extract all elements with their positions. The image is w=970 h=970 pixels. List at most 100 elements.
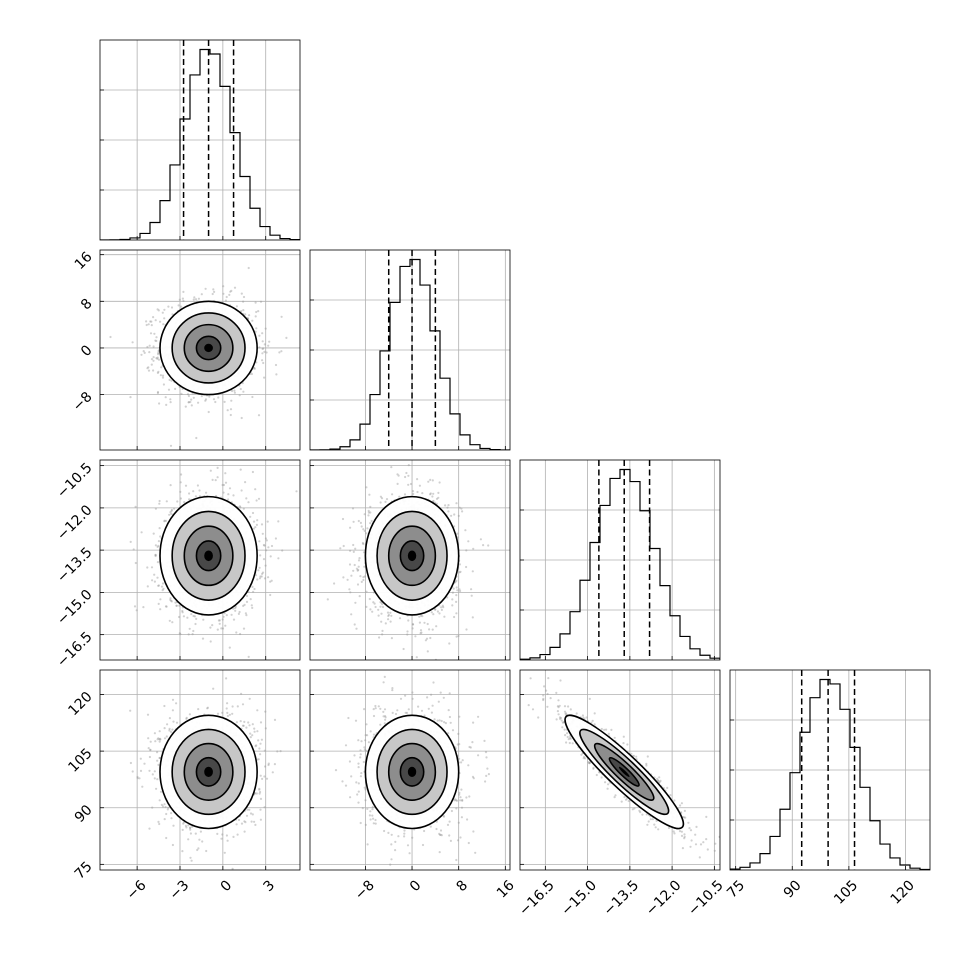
scatter-point: [355, 627, 358, 630]
contour-level-0: [195, 335, 222, 361]
scatter-point: [242, 604, 245, 608]
histogram-1: [310, 258, 510, 450]
scatter-point: [161, 311, 164, 314]
scatter-point: [170, 379, 173, 382]
scatter-point: [352, 520, 355, 523]
scatter-point: [218, 619, 221, 622]
scatter-point: [187, 633, 190, 636]
scatter-point: [352, 550, 355, 554]
scatter-point: [333, 582, 336, 585]
scatter-point: [479, 538, 482, 541]
scatter-point: [182, 290, 185, 293]
scatter-point: [221, 483, 224, 487]
scatter-point: [374, 605, 377, 609]
scatter-point: [365, 605, 368, 609]
scatter-point: [228, 646, 231, 649]
scatter-point: [261, 347, 264, 350]
scatter-point: [163, 308, 166, 311]
scatter-point: [232, 494, 235, 497]
scatter-point: [458, 506, 461, 509]
scatter-point: [396, 473, 399, 476]
scatter-point: [155, 339, 158, 343]
scatter-point: [261, 332, 264, 335]
scatter-point: [164, 605, 168, 608]
scatter-point: [362, 542, 365, 546]
scatter-point: [418, 621, 421, 624]
scatter-point: [447, 510, 450, 513]
contour-level-1: [183, 525, 234, 587]
contour-level-1: [183, 323, 234, 373]
scatter-point: [158, 402, 161, 405]
scatter-point: [229, 290, 232, 293]
scatter-point: [274, 537, 277, 540]
scatter-point: [151, 579, 154, 582]
scatter-point: [159, 374, 162, 377]
scatter-point: [224, 481, 228, 484]
scatter-point: [446, 506, 449, 509]
panel-content: [520, 460, 720, 660]
scatter-point: [459, 570, 462, 573]
scatter-point: [434, 608, 437, 611]
scatter-point: [249, 515, 252, 518]
scatter-point: [168, 717, 171, 720]
y-tick-label: −8: [70, 389, 96, 415]
scatter-point: [157, 358, 161, 361]
scatter-point: [285, 336, 288, 339]
scatter-point: [188, 492, 191, 495]
scatter-point: [253, 587, 256, 591]
scatter-point: [455, 502, 458, 505]
scatter-point: [165, 735, 168, 738]
scatter-point: [465, 628, 468, 631]
scatter-point: [154, 554, 157, 558]
scatter-point: [184, 484, 188, 487]
scatter-point: [169, 510, 172, 514]
scatter-point: [339, 547, 342, 550]
scatter-point: [251, 606, 254, 610]
scatter-point: [231, 389, 234, 393]
scatter-point: [263, 343, 266, 346]
scatter-point: [226, 702, 229, 705]
scatter-point: [146, 713, 150, 716]
scatter-point: [153, 573, 156, 576]
scatter-point: [253, 367, 256, 370]
scatter-point: [259, 554, 262, 557]
scatter-point: [156, 576, 159, 579]
scatter-point: [456, 532, 459, 535]
scatter-point: [430, 611, 433, 614]
scatter-point: [156, 357, 159, 360]
scatter-point: [146, 345, 149, 349]
scatter-point: [170, 600, 173, 603]
scatter-point: [208, 395, 211, 398]
scatter-point: [169, 597, 172, 600]
scatter-point: [248, 808, 251, 811]
scatter-point: [261, 532, 264, 535]
scatter-point: [254, 526, 257, 529]
scatter-point: [245, 600, 249, 604]
scatter-point: [432, 492, 435, 495]
scatter-point: [251, 395, 254, 399]
scatter-point: [153, 332, 156, 335]
scatter-point: [435, 497, 439, 500]
scatter-point: [435, 625, 438, 628]
scatter-point: [416, 478, 419, 481]
scatter-point: [269, 593, 272, 597]
scatter-point: [205, 491, 208, 494]
scatter-point: [194, 298, 198, 301]
scatter-point: [168, 513, 171, 516]
scatter-point: [386, 611, 390, 614]
scatter-point: [157, 584, 160, 587]
scatter-point: [262, 543, 265, 547]
scatter-point: [169, 730, 173, 734]
scatter-point: [346, 578, 349, 581]
scatter-point: [160, 366, 163, 369]
scatter-point: [222, 491, 225, 494]
scatter-point: [187, 401, 190, 404]
scatter-point: [379, 605, 382, 608]
scatter-point: [351, 507, 355, 510]
scatter-point: [379, 601, 382, 604]
scatter-point: [156, 391, 159, 395]
scatter-point: [242, 390, 245, 393]
scatter-point: [188, 498, 191, 501]
scatter-point: [165, 605, 168, 608]
scatter-point: [280, 315, 283, 318]
